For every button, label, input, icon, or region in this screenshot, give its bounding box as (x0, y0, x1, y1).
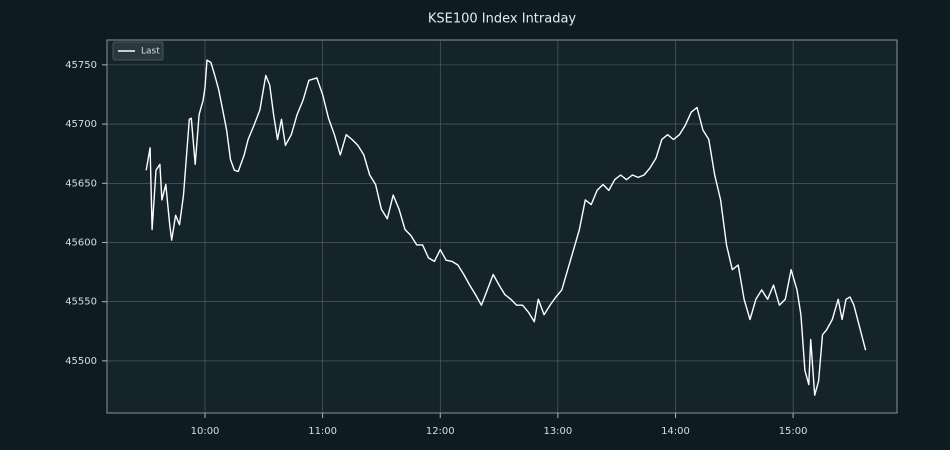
y-tick-label: 45700 (65, 119, 97, 130)
x-tick-label: 12:00 (426, 426, 455, 437)
x-tick-label: 11:00 (308, 426, 337, 437)
y-tick-label: 45650 (65, 178, 97, 189)
chart-title: KSE100 Index Intraday (428, 12, 577, 27)
legend-box (112, 41, 164, 61)
legend-label: Last (141, 47, 160, 57)
series-line (145, 59, 867, 396)
y-tick-label: 45550 (65, 297, 97, 308)
x-tick-label: 10:00 (191, 426, 220, 437)
x-tick-label: 15:00 (779, 426, 808, 437)
plot-area (106, 39, 898, 414)
x-tick-label: 14:00 (661, 426, 690, 437)
y-tick-label: 45600 (65, 237, 97, 248)
y-tick-label: 45500 (65, 356, 97, 367)
x-tick-label: 13:00 (543, 426, 572, 437)
y-tick-label: 45750 (65, 60, 97, 71)
